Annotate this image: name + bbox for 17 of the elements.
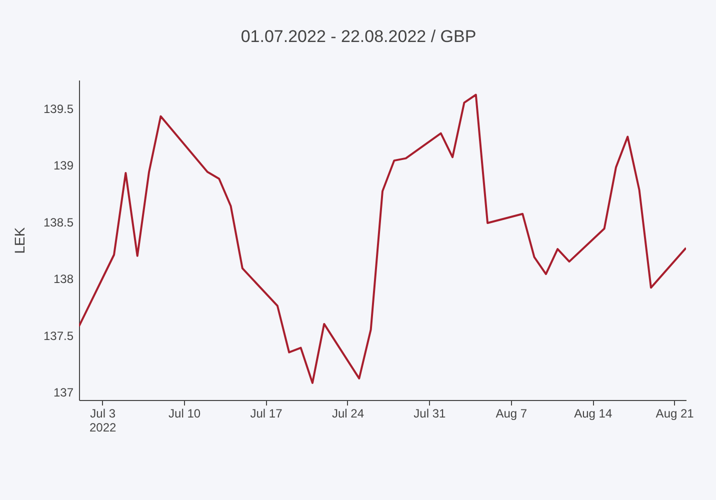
y-tick-label: 137 <box>53 386 74 400</box>
x-tick-label: Aug 7 <box>496 406 528 420</box>
x-tick-label: Aug 21 <box>656 406 694 420</box>
chart-title: 01.07.2022 - 22.08.2022 / GBP <box>240 27 476 46</box>
y-tick-label: 139.5 <box>43 102 74 116</box>
x-tick-label: Jul 24 <box>332 406 364 420</box>
line-series <box>79 94 686 384</box>
y-tick-label: 138 <box>53 272 74 286</box>
x-tick-label: Aug 14 <box>574 406 612 420</box>
y-axis-title: LEK <box>11 226 28 254</box>
x-tick-label: Jul 10 <box>168 406 201 420</box>
y-tick-label: 138.5 <box>43 215 74 230</box>
y-tick-label: 139 <box>53 158 74 173</box>
x-tick-label: Jul 3 2022 <box>89 406 117 434</box>
x-tick-label: Jul 17 <box>250 406 283 420</box>
y-tick-label: 137.5 <box>43 328 74 343</box>
x-tick-label: Jul 31 <box>414 406 446 420</box>
